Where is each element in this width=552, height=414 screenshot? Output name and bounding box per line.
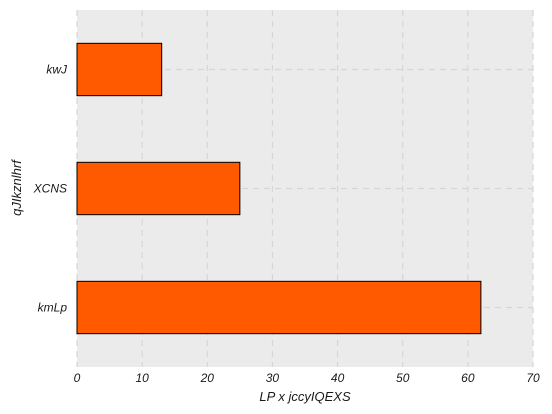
x-tick-labels: 0 10 20 30 40 50 60 70 bbox=[74, 371, 540, 385]
x-axis-label: LP x jccyIQEXS bbox=[259, 389, 351, 404]
y-axis-label: qJIkznlhrf bbox=[9, 159, 24, 216]
y-tick-labels: kmLp XCNS kwJ bbox=[33, 63, 68, 315]
x-tick-label: 40 bbox=[331, 371, 345, 385]
y-tick-label: XCNS bbox=[33, 182, 67, 196]
bar-XCNS bbox=[76, 161, 241, 216]
x-tick-label: 60 bbox=[461, 371, 475, 385]
y-tick-label: kwJ bbox=[46, 63, 68, 77]
bars bbox=[76, 42, 482, 335]
y-tick-label: kmLp bbox=[38, 301, 68, 315]
x-tick-label: 30 bbox=[266, 371, 280, 385]
x-tick-label: 20 bbox=[200, 371, 215, 385]
bar-kmLp bbox=[76, 280, 482, 335]
x-tick-label: 50 bbox=[396, 371, 410, 385]
x-tick-label: 0 bbox=[74, 371, 81, 385]
x-tick-label: 70 bbox=[526, 371, 540, 385]
x-tick-label: 10 bbox=[135, 371, 149, 385]
bar-kwJ bbox=[76, 42, 163, 97]
